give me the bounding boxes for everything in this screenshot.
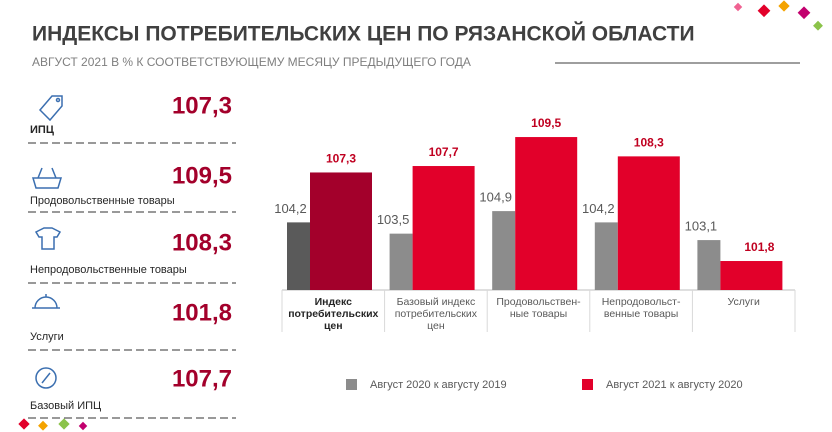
- bar: [720, 261, 783, 290]
- bar: [594, 222, 618, 290]
- x-tick-label: Непродовольст- венные товары: [601, 296, 681, 320]
- panel-value: 107,7: [172, 365, 232, 392]
- bar: [287, 222, 310, 290]
- value-label: 103,5: [377, 212, 410, 227]
- legend-swatch: [346, 379, 357, 390]
- value-label: 108,3: [634, 136, 664, 150]
- legend-label: Август 2020 к августу 2019: [370, 379, 507, 391]
- bar: [697, 240, 721, 290]
- subtitle: АВГУСТ 2021 В % К СООТВЕТСТВУЮЩЕМУ МЕСЯЦ…: [32, 55, 471, 69]
- panel-label: Базовый ИПЦ: [30, 400, 101, 412]
- bar: [310, 172, 372, 290]
- legend-label: Август 2021 к августу 2020: [606, 379, 743, 391]
- panel-value: 101,8: [172, 299, 232, 326]
- x-tick-label: Услуги: [727, 296, 760, 308]
- value-label: 104,2: [582, 201, 615, 216]
- value-label: 107,3: [326, 152, 356, 166]
- value-label: 103,1: [685, 219, 718, 234]
- chart: Индекс потребительских цен 104,2 107,3 Базо…: [274, 116, 796, 391]
- side-panel: 107,3 ИПЦ 109,5 Продовольственные товары 108…: [28, 92, 236, 419]
- value-label: 104,2: [274, 201, 307, 216]
- category-label-box: Индекс потребительских цен: [288, 296, 379, 332]
- x-tick-label: Индекс потребительских цен: [288, 296, 379, 332]
- panel-value: 108,3: [172, 229, 232, 256]
- value-label: 107,7: [429, 145, 459, 159]
- category-label-box: Непродовольст- венные товары: [601, 296, 681, 320]
- bar: [515, 137, 578, 290]
- panel-label: Услуги: [30, 331, 64, 343]
- bar: [389, 233, 413, 290]
- value-label: 109,5: [531, 116, 561, 130]
- panel-value: 107,3: [172, 92, 232, 119]
- category-label-box: Услуги: [727, 296, 760, 308]
- bar: [492, 211, 516, 290]
- value-label: 101,8: [744, 240, 774, 254]
- category-label-box: Продовольствен- ные товары: [496, 296, 581, 320]
- x-tick-label: Продовольствен- ные товары: [496, 296, 581, 320]
- value-label: 104,9: [479, 190, 512, 205]
- legend-swatch: [582, 379, 593, 390]
- panel-value: 109,5: [172, 162, 232, 189]
- bar: [617, 156, 680, 290]
- bar: [412, 166, 475, 290]
- title: ИНДЕКСЫ ПОТРЕБИТЕЛЬСКИХ ЦЕН ПО РЯЗАНСКОЙ…: [32, 22, 695, 46]
- x-tick-label: Базовый индекс потребительских цен: [394, 296, 478, 332]
- panel-label: ИПЦ: [30, 124, 54, 136]
- panel-label: Продовольственные товары: [30, 195, 175, 207]
- panel-label: Непродовольственные товары: [30, 264, 187, 276]
- category-label-box: Базовый индекс потребительских цен: [394, 296, 478, 332]
- icons: [31, 95, 63, 389]
